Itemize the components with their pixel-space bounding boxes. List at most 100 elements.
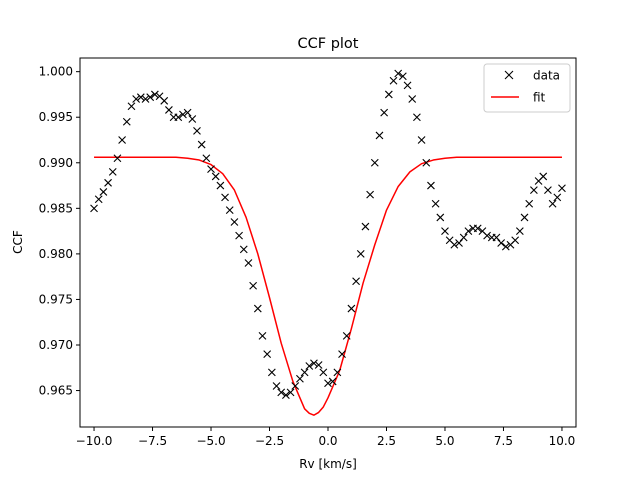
- data-point: [352, 277, 360, 286]
- data-point: [384, 90, 393, 99]
- y-tick-label: 0.980: [39, 247, 73, 261]
- x-tick-label: 2.5: [377, 434, 396, 448]
- data-point: [356, 249, 365, 258]
- data-point: [324, 379, 332, 388]
- data-point: [422, 158, 431, 167]
- y-tick-label: 0.970: [39, 338, 73, 352]
- data-point: [515, 227, 524, 236]
- data-point: [394, 69, 403, 78]
- data-point: [553, 193, 562, 202]
- data-point: [108, 167, 117, 176]
- data-point: [389, 76, 398, 85]
- data-point: [319, 368, 328, 377]
- data-point: [193, 126, 201, 135]
- fit-series: [94, 156, 562, 416]
- fit-line: [94, 156, 562, 416]
- data-point: [94, 195, 103, 204]
- data-point: [277, 388, 286, 397]
- data-point: [300, 368, 309, 377]
- data-point: [314, 361, 323, 369]
- legend-marker-data: [504, 70, 514, 80]
- data-point: [520, 213, 529, 222]
- data-point: [417, 136, 426, 144]
- data-point: [413, 113, 421, 122]
- data-point: [211, 172, 220, 181]
- data-point: [150, 90, 159, 99]
- data-point: [272, 382, 281, 390]
- y-axis: 0.965 0.970 0.975 0.980 0.985 0.990 0.995 1.000: [39, 65, 80, 398]
- data-point: [529, 186, 538, 195]
- data-point: [202, 154, 211, 163]
- data-point: [333, 368, 342, 377]
- data-point: [436, 213, 445, 222]
- data-series: [90, 69, 566, 400]
- data-point: [441, 227, 449, 236]
- y-tick-label: 0.965: [39, 384, 73, 398]
- legend-label-data: data: [533, 69, 560, 83]
- data-point: [122, 117, 131, 126]
- data-point: [244, 259, 253, 267]
- data-point: [492, 233, 501, 242]
- data-point: [361, 222, 370, 231]
- data-point: [473, 224, 482, 233]
- y-tick-label: 0.985: [39, 201, 73, 215]
- legend-item-data: data: [504, 69, 560, 83]
- data-point: [483, 231, 491, 240]
- data-point: [328, 377, 337, 386]
- data-point: [216, 181, 225, 190]
- data-point: [132, 95, 141, 103]
- data-point: [370, 158, 379, 167]
- data-point: [511, 236, 520, 245]
- data-point: [342, 331, 351, 340]
- x-tick-label: 0.0: [318, 434, 337, 448]
- data-point: [267, 368, 276, 377]
- data-point: [338, 350, 346, 359]
- legend: data fit: [483, 63, 571, 113]
- data-point: [136, 93, 145, 102]
- data-point: [408, 95, 417, 103]
- data-point: [501, 242, 510, 251]
- chart-title: CCF plot: [298, 36, 359, 52]
- data-point: [497, 239, 506, 247]
- data-point: [291, 382, 300, 390]
- data-point: [258, 331, 267, 340]
- data-point: [366, 190, 375, 199]
- data-point: [165, 106, 173, 114]
- x-tick-label: −5.0: [196, 434, 225, 448]
- data-point: [141, 95, 150, 103]
- data-point: [253, 304, 262, 313]
- data-point: [90, 204, 98, 213]
- data-point: [183, 108, 192, 117]
- legend-item-fit: fit: [491, 91, 546, 105]
- data-point: [450, 240, 459, 249]
- data-point: [221, 193, 229, 202]
- legend-box: [483, 63, 571, 113]
- data-point: [188, 115, 197, 123]
- data-point: [539, 172, 548, 181]
- x-axis-label: Rv [km/s]: [299, 457, 357, 471]
- data-point: [375, 131, 384, 140]
- data-point: [427, 181, 435, 190]
- data-point: [544, 186, 552, 195]
- y-tick-label: 0.975: [39, 292, 73, 306]
- data-point: [455, 239, 463, 247]
- x-tick-label: −10.0: [76, 434, 113, 448]
- data-point: [398, 72, 407, 81]
- y-tick-label: 0.990: [39, 156, 73, 170]
- data-point: [263, 350, 272, 359]
- data-point: [459, 233, 468, 242]
- data-point: [179, 110, 187, 119]
- data-point: [160, 96, 169, 105]
- legend-label-fit: fit: [533, 91, 546, 105]
- data-point: [548, 199, 557, 208]
- data-point: [235, 231, 243, 240]
- data-point: [197, 140, 206, 149]
- x-tick-label: −7.5: [138, 434, 167, 448]
- data-point: [281, 391, 290, 400]
- y-axis-label: CCF: [11, 230, 25, 254]
- data-point: [104, 178, 112, 187]
- data-point: [118, 136, 127, 144]
- data-point: [249, 281, 258, 290]
- plot-area: [79, 57, 577, 428]
